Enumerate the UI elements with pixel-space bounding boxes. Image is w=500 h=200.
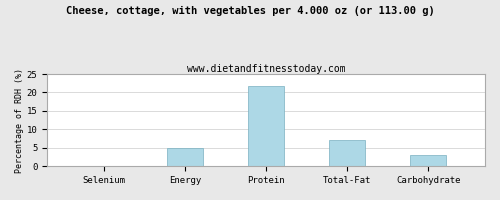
Bar [410,155,447,166]
Y-axis label: Percentage of RDH (%): Percentage of RDH (%) [15,68,24,173]
Title: www.dietandfitnesstoday.com: www.dietandfitnesstoday.com [187,64,346,74]
Bar [167,148,203,166]
Text: Cheese, cottage, with vegetables per 4.000 oz (or 113.00 g): Cheese, cottage, with vegetables per 4.0… [66,6,434,16]
Bar [329,140,366,166]
Bar [248,86,284,166]
